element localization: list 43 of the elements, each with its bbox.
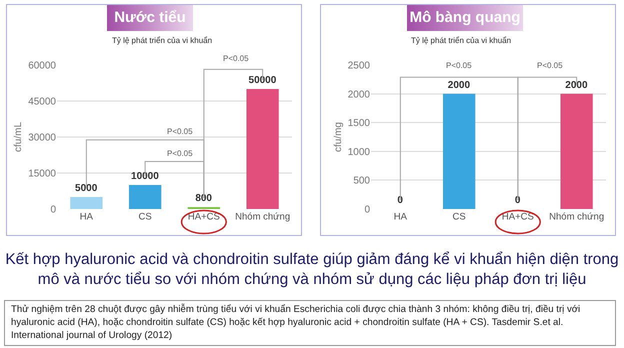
chart-subtitle: Tỷ lệ phát triển của vi khuẩn: [411, 36, 512, 45]
y-tick-label: 45000: [28, 96, 56, 108]
text: Kết hợp hyaluronic acid và chondroitin sulfate giúp giảm đáng kể vi khuẩn hiện diện trong mô và nước tiểu so với nhóm chứng và nhóm sử dụng các liệu pháp đơn trị liệu: [4, 250, 620, 290]
y-tick-label: 2500: [348, 60, 370, 72]
x-tick-label: Nhóm chứng: [549, 212, 604, 222]
x-tick-label: HA: [394, 212, 408, 222]
annotation: P<0.05: [167, 127, 194, 136]
y-tick-label: 0: [364, 204, 370, 216]
y-tick-label: 500: [353, 176, 370, 187]
y-axis-title: cfu/mL: [13, 122, 24, 152]
y-tick-label: 1000: [348, 146, 370, 158]
bar: [246, 89, 279, 209]
y-tick-label: 2000: [348, 89, 370, 100]
y-tick-label: 1500: [348, 118, 370, 130]
chart-title: Mô bàng quang: [407, 5, 523, 31]
x-tick-label: CS: [452, 212, 466, 222]
data-label: 10000: [131, 171, 160, 182]
annotation: P<0.05: [446, 61, 472, 70]
y-tick-label: 30000: [28, 132, 56, 144]
x-tick-label: HA: [80, 212, 94, 222]
x-tick-label: Nhóm chứng: [235, 212, 290, 222]
annotation: P<0.05: [537, 61, 564, 70]
y-tick-label: 60000: [28, 60, 56, 72]
data-label: 800: [195, 193, 212, 204]
bar: [70, 197, 103, 209]
data-label: 0: [397, 195, 404, 206]
chart-subtitle: Tỷ lệ phát triển của vi khuẩn: [112, 36, 214, 45]
x-tick-label: HA+CS: [502, 212, 534, 222]
x-tick-label: CS: [138, 212, 152, 222]
data-label: 5000: [75, 183, 98, 194]
data-label: 2000: [565, 80, 588, 91]
text: P<0.05: [223, 54, 250, 63]
text: Thử nghiệm trên 28 chuột được gây nhiễm trùng tiểu với vi khuẩn Escherichia coli được chia thành 3 nhóm: không điều trị, điều trị với hyaluronic acid (HA), hoặc chondroitin sulfate (CS) hoặc kết hợp hyaluronic acid + chondroitin sulfate (HA + CS). Tasdemir S.et al. International journal of Urology (2012): [4, 300, 616, 346]
bar: [128, 185, 162, 209]
y-tick-label: 0: [50, 204, 56, 216]
chart-title: Nước tiểu: [107, 5, 193, 31]
x-tick-label: HA+CS: [188, 212, 220, 222]
data-label: 2000: [448, 80, 470, 91]
y-axis-title: cfu/mg: [332, 122, 344, 152]
data-label: 50000: [248, 75, 277, 86]
data-label: 0: [514, 195, 521, 206]
y-tick-label: 15000: [28, 168, 56, 180]
annotation: P<0.05: [167, 149, 194, 158]
